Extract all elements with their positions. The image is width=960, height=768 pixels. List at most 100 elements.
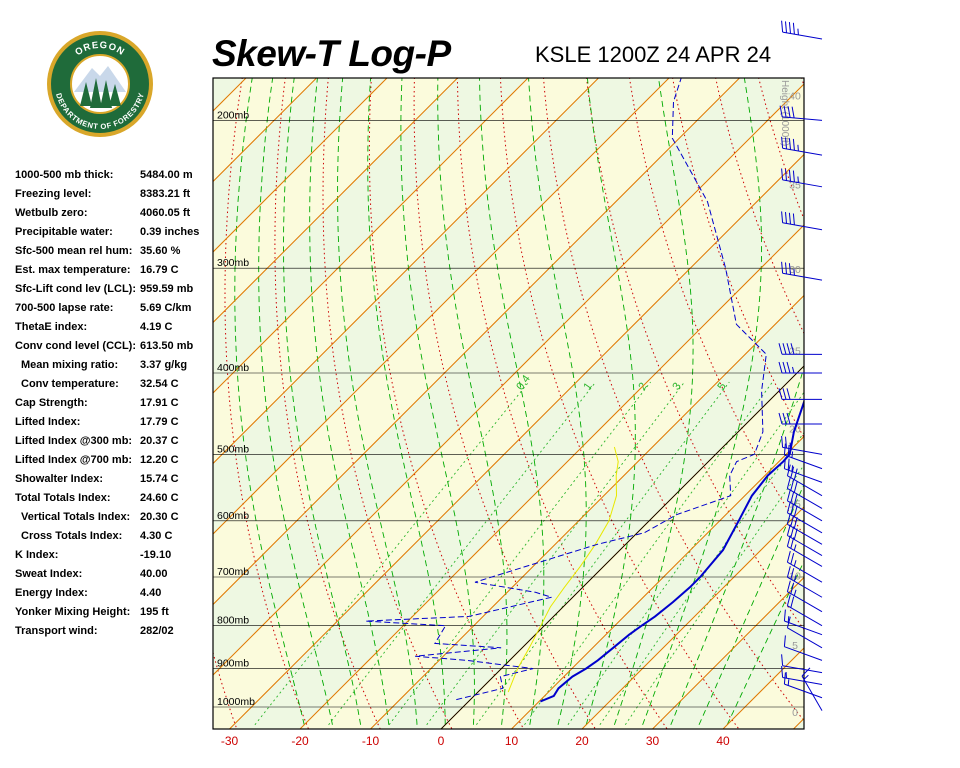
index-row: 700-500 lapse rate: 5.69 C/km [15, 299, 225, 318]
height-tick-label: 30 [789, 264, 801, 276]
moist-adiabat [670, 365, 804, 725]
mixing-ratio-line [254, 381, 530, 726]
x-tick-label: 40 [716, 734, 730, 748]
moist-adiabat [367, 78, 446, 725]
x-tick-label: -20 [291, 734, 309, 748]
index-label: Mean mixing ratio: [21, 359, 119, 371]
index-row: Lifted Index: 17.79 C [15, 413, 225, 432]
isotherm-line [213, 83, 804, 676]
isotherm-line [213, 78, 600, 465]
index-label: Wetbulb zero: [15, 207, 88, 219]
isotherm-line [792, 717, 804, 729]
isotherm-band [0, 73, 181, 734]
isotherm-line [213, 78, 529, 394]
wind-barb [778, 388, 823, 400]
logo-trees [80, 78, 121, 108]
index-row: Vertical Totals Index: 20.30 C [15, 508, 225, 527]
index-label: Energy Index: [15, 587, 88, 599]
dry-adiabat [929, 73, 960, 733]
index-label: Showalter Index: [15, 473, 104, 485]
index-value: 5.69 C/km [140, 302, 192, 314]
x-tick-label: 0 [438, 734, 445, 748]
index-row: Total Totals Index: 24.60 C [15, 489, 225, 508]
index-value: 32.54 C [140, 378, 179, 390]
index-row: Precipitable water: 0.39 inches [15, 223, 225, 242]
wind-barb [786, 477, 823, 509]
index-row: Est. max temperature: 16.79 C [15, 261, 225, 280]
temperature-trace [540, 399, 804, 703]
height-tick-label: 5 [792, 640, 798, 652]
index-row: Freezing level: 8383.21 ft [15, 185, 225, 204]
index-value: 4.19 C [140, 321, 173, 333]
freezing-isotherm [440, 365, 804, 729]
index-label: Vertical Totals Index: [21, 511, 131, 523]
isotherm-line [213, 78, 459, 324]
index-label: 700-500 lapse rate: [15, 302, 114, 314]
index-label: Yonker Mixing Height: [15, 606, 131, 618]
isotherm-line [510, 435, 804, 729]
height-tick-label: 15 [789, 498, 801, 510]
mixing-ratio-line [426, 381, 685, 726]
index-label: Lifted Index @300 mb: [15, 435, 133, 447]
isotherm-line [581, 506, 804, 729]
wind-barb [778, 412, 823, 425]
index-label: Conv cond level (CCL): [15, 340, 137, 352]
index-value: -19.10 [140, 549, 172, 561]
index-row: Transport wind: 282/02 [15, 622, 225, 641]
isobar-label: 800mb [217, 615, 249, 627]
wind-barb [783, 443, 823, 470]
dry-adiabat [886, 73, 960, 733]
wind-barb [783, 635, 823, 661]
index-label: Sfc-Lift cond lev (LCL): [15, 283, 136, 295]
index-value: 0.39 inches [140, 226, 200, 238]
index-label: Freezing level: [15, 188, 92, 200]
index-label: Sfc-500 mean rel hum: [15, 245, 133, 257]
index-label: Cross Totals Index: [21, 530, 123, 542]
index-label: Conv temperature: [21, 378, 119, 390]
index-value: 195 ft [140, 606, 169, 618]
wind-barb [786, 566, 823, 598]
index-value: 5484.00 m [140, 169, 193, 181]
moist-adiabat [479, 78, 545, 725]
wind-barb [781, 20, 823, 40]
stability-indices-panel: 1000-500 mb thick: 5484.00 m Freezing leve… [15, 166, 225, 641]
logo-mountain [74, 66, 126, 92]
moist-adiabat [258, 78, 333, 725]
wind-barb [779, 105, 823, 121]
index-value: 4.30 C [140, 530, 173, 542]
height-tick-label: 35 [789, 179, 801, 191]
height-tick-label: 0 [792, 707, 798, 719]
index-row: Yonker Mixing Height: 195 ft [15, 603, 225, 622]
isobar-label: 300mb [217, 257, 249, 269]
height-axis-title: Height (1000ft) [779, 80, 790, 146]
index-row: Lifted Index @300 mb: 20.37 C [15, 432, 225, 451]
index-label: Precipitable water: [15, 226, 113, 238]
dry-adiabat [715, 78, 804, 335]
mixing-ratio-line [476, 381, 730, 726]
wind-barb [786, 513, 823, 545]
mixing-ratio-line [567, 391, 804, 726]
index-value: 4060.05 ft [140, 207, 191, 219]
index-value: 4.40 [140, 587, 162, 599]
isobar-label: 500mb [217, 443, 249, 455]
isobar-label: 600mb [217, 510, 249, 522]
isotherm-line [228, 153, 804, 729]
station-time-label: KSLE 1200Z 24 APR 24 [535, 42, 772, 67]
isobar-label: 400mb [217, 362, 249, 374]
index-value: 35.60 % [140, 245, 181, 257]
index-value: 282/02 [140, 625, 174, 637]
wind-barb [781, 654, 823, 674]
wind-barb [783, 609, 823, 636]
isotherm-line [213, 78, 741, 606]
index-value: 12.20 C [140, 454, 179, 466]
wind-barb [781, 211, 823, 231]
height-tick-label: 45 [789, 0, 801, 10]
moist-adiabat [234, 78, 305, 725]
height-tick-label: 40 [789, 91, 801, 103]
index-label: Sweat Index: [15, 568, 83, 580]
moist-adiabat [337, 78, 418, 725]
wind-barb [786, 550, 823, 583]
index-label: Est. max temperature: [15, 264, 131, 276]
index-value: 15.74 C [140, 473, 179, 485]
isotherm-line [859, 73, 960, 734]
